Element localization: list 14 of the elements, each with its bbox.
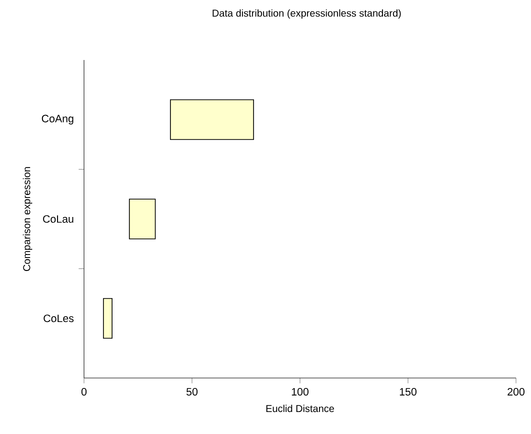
x-tick-label: 100 [292,388,308,396]
y-tick-label: CoLes [44,314,74,322]
y-tick-label: CoAng [42,114,74,124]
y-tick-label: CoLau [43,215,74,223]
x-tick-label: 150 [400,388,416,396]
chart-title: Data distribution (expressionless standard) [212,9,401,19]
y-axis-title: Comparison expression [22,167,32,272]
x-tick-label: 200 [508,388,524,396]
bar [128,198,156,240]
bar [170,99,254,140]
bar [103,298,112,339]
x-tick-label: 0 [81,388,87,396]
x-axis-title: Euclid Distance [266,404,334,412]
x-tick-label: 50 [186,388,198,396]
